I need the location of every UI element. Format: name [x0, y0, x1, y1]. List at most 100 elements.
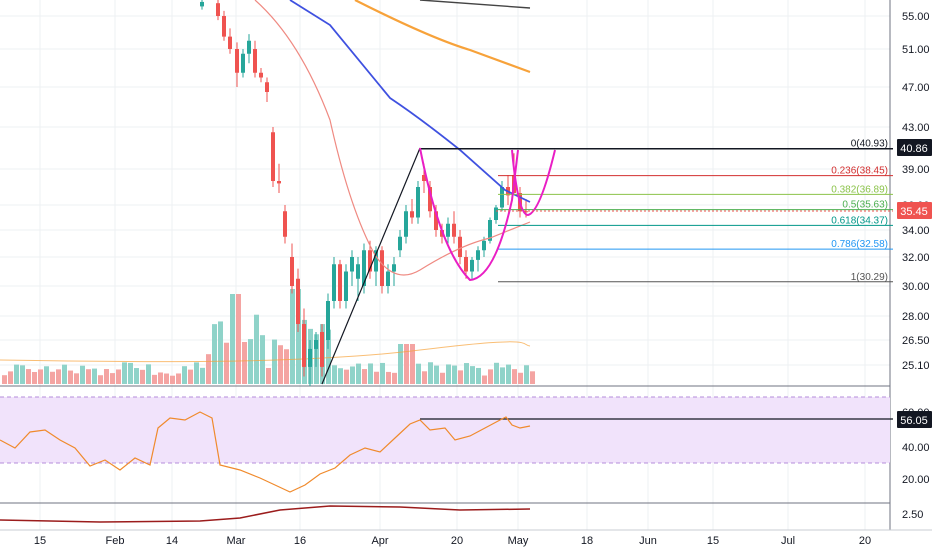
- volume-bar: [416, 363, 421, 384]
- fib-level-label: 0.618(34.37): [831, 215, 888, 226]
- volume-bar: [428, 362, 433, 384]
- volume-bar: [20, 365, 25, 384]
- time-tick-label: 20: [859, 535, 871, 547]
- volume-bar: [434, 365, 439, 384]
- grid-lines: [0, 0, 932, 531]
- candle-body: [253, 49, 257, 73]
- volume-bar: [200, 367, 205, 384]
- time-tick-label: 18: [581, 535, 593, 547]
- volume-bar: [488, 369, 493, 384]
- volume-bar: [524, 365, 529, 384]
- volume-bar: [176, 373, 181, 384]
- volume-bar: [158, 372, 163, 384]
- candle-body: [422, 175, 426, 181]
- time-tick-label: 16: [294, 535, 306, 547]
- price-tick-label: 43.00: [902, 122, 930, 134]
- pattern-curve-left[interactable]: [419, 147, 519, 282]
- candle-body: [488, 220, 492, 241]
- volume-bar: [362, 369, 367, 384]
- volume-bar: [2, 375, 7, 384]
- volume-bar: [248, 339, 253, 384]
- current-price-tag-bg: [897, 202, 932, 219]
- rsi-pane: [0, 396, 893, 493]
- rsi-line: [0, 411, 531, 493]
- price-tick-label: 25.10: [902, 360, 930, 372]
- volume-bar: [68, 370, 73, 384]
- candle-body: [296, 278, 300, 324]
- volume-bar: [182, 366, 187, 384]
- bottom-tick-label: 2.50: [902, 509, 923, 521]
- candle-body: [470, 259, 474, 272]
- candlestick-series[interactable]: [200, 0, 528, 386]
- volume-bar: [188, 369, 193, 384]
- time-tick-label: 15: [34, 535, 46, 547]
- time-tick-label: Apr: [371, 535, 388, 547]
- volume-bar: [446, 364, 451, 384]
- trend-line[interactable]: [321, 147, 421, 385]
- volume-bar: [290, 289, 295, 384]
- candle-body: [344, 271, 348, 301]
- volume-bar: [440, 372, 445, 384]
- volume-bar: [266, 367, 271, 384]
- candle-body: [524, 211, 528, 213]
- price-tick-label: 34.00: [902, 225, 930, 237]
- volume-bar: [194, 362, 199, 384]
- candle-body: [428, 187, 432, 212]
- price-tick-label: 28.00: [902, 311, 930, 323]
- candle-body: [458, 236, 462, 257]
- candle-body: [259, 72, 263, 78]
- time-tick-label: Mar: [227, 535, 246, 547]
- volume-bar: [116, 369, 121, 384]
- fib-level-label: 0.5(35.63): [842, 200, 888, 211]
- fibonacci-retracement[interactable]: 0(40.93) 0.236(38.45) 0.382(36.89) 0.5(35.6…: [321, 139, 893, 385]
- volume-bar: [128, 362, 133, 384]
- rsi-tick-label: 20.00: [902, 474, 930, 486]
- candle-body: [398, 236, 402, 251]
- bottom-indicator-pane: [0, 505, 531, 523]
- fib-level-label: 0.786(32.58): [831, 239, 888, 250]
- candle-body: [326, 301, 330, 340]
- volume-bar: [476, 367, 481, 384]
- volume-bar: [236, 294, 241, 384]
- candle-body: [362, 250, 366, 286]
- volume-bar: [338, 368, 343, 384]
- high-level-tag-bg: [897, 139, 932, 156]
- fib-level-label: 0(40.93): [851, 139, 888, 150]
- candle-body: [271, 132, 275, 181]
- volume-bar: [86, 369, 91, 384]
- candle-body: [482, 240, 486, 251]
- volume-bar: [122, 362, 127, 384]
- candle-body: [404, 211, 408, 237]
- volume-bar: [224, 342, 229, 384]
- price-tick-label: 26.50: [902, 335, 930, 347]
- volume-bar: [8, 371, 13, 384]
- fib-level-label: 1(30.29): [851, 272, 888, 283]
- rsi-tick-label: 40.00: [902, 442, 930, 454]
- volume-bar: [272, 339, 277, 384]
- volume-bar: [44, 366, 49, 384]
- volume-bar: [368, 363, 373, 384]
- volume-bar: [98, 375, 103, 384]
- volume-bar: [260, 335, 265, 384]
- ma-red-line: [254, 0, 531, 276]
- candle-body: [320, 332, 324, 367]
- time-axis: 15 Feb 14 Mar 16 Apr 20 May 18 Jun 15 Jul 20: [34, 535, 871, 547]
- time-tick-label: Jul: [781, 535, 795, 547]
- price-tick-label: 47.00: [902, 82, 930, 94]
- bottom-indicator-line: [0, 505, 531, 523]
- current-price-tag: 35.45: [900, 206, 928, 218]
- volume-bar: [254, 314, 259, 384]
- ma-black-line: [419, 0, 531, 9]
- pattern-curve-right[interactable]: [511, 149, 556, 217]
- volume-bar: [32, 372, 37, 384]
- candle-body: [265, 82, 269, 92]
- candle-body: [338, 264, 342, 301]
- volume-bar: [380, 362, 385, 384]
- time-tick-label: 15: [707, 535, 719, 547]
- volume-bar: [38, 369, 43, 384]
- volume-bar: [350, 366, 355, 384]
- price-tick-label: 32.00: [902, 252, 930, 264]
- volume-bar: [452, 365, 457, 384]
- volume-bar: [152, 374, 157, 384]
